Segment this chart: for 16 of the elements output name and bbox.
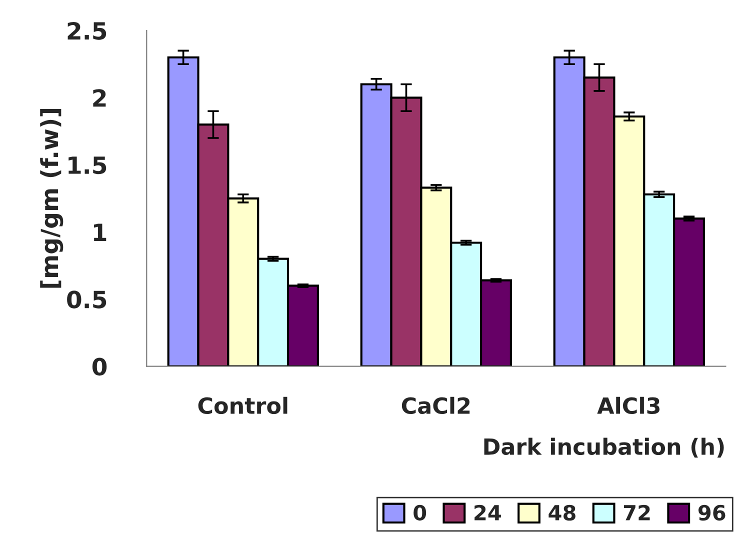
y-axis-title: [mg/gm (f.w)] <box>40 109 64 288</box>
legend-label: 96 <box>698 504 726 521</box>
x-tick-label: Control <box>198 396 288 414</box>
y-tick-label: 1 <box>94 224 106 241</box>
legend-label: 24 <box>474 504 501 520</box>
legend-label: 48 <box>548 504 576 521</box>
y-tick-label: 0.5 <box>67 290 106 308</box>
x-axis-title: Dark incubation (h) <box>484 438 724 458</box>
y-tick-label: 2 <box>93 89 106 107</box>
x-tick-label: CaCl2 <box>402 396 470 414</box>
legend-label: 72 <box>624 504 650 520</box>
x-tick-label: AlCl3 <box>597 396 660 414</box>
y-tick-label: 1.5 <box>68 156 106 174</box>
y-tick-label: 2.5 <box>68 22 106 40</box>
y-tick-label: 0 <box>92 358 107 376</box>
legend-label: 0 <box>414 504 426 521</box>
